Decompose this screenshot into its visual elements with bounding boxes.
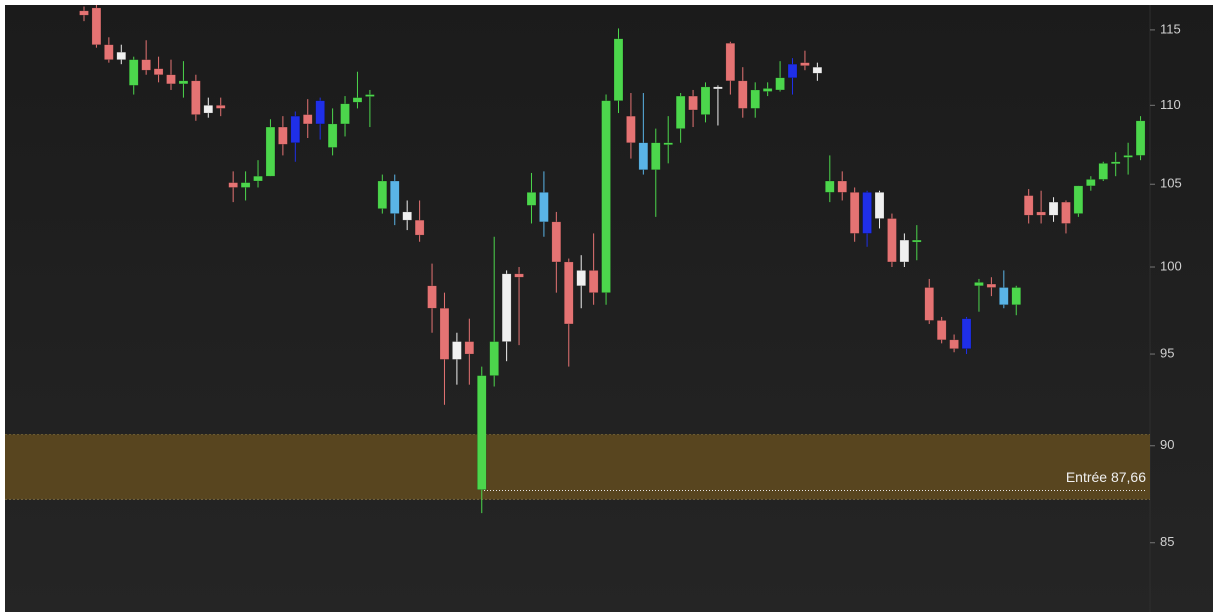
candle-body	[949, 339, 959, 349]
candle-body	[551, 221, 562, 263]
y-tick-label: 85	[1160, 534, 1174, 549]
candle-body	[1123, 155, 1133, 158]
candle-body	[999, 287, 1009, 306]
candle-body	[812, 66, 823, 74]
candle-body	[564, 261, 574, 325]
candle-body	[265, 126, 276, 177]
candle-body	[79, 10, 89, 16]
y-tick-label: 105	[1160, 176, 1182, 191]
candle-body	[849, 192, 860, 234]
candle-body	[128, 59, 139, 86]
candle-body	[750, 89, 760, 109]
entry-zone	[5, 434, 1150, 500]
candle-body	[315, 100, 325, 125]
candle-body	[924, 287, 934, 321]
candle-body	[1135, 120, 1146, 156]
candle-body	[1086, 179, 1096, 187]
candle-body	[153, 68, 164, 75]
candle-body	[104, 44, 114, 60]
candle-body	[166, 74, 176, 85]
candle-body	[725, 42, 736, 82]
candle-body	[240, 182, 251, 188]
candle-body	[228, 182, 238, 188]
candle-body	[825, 180, 835, 193]
candle-body	[862, 192, 872, 234]
candle-body	[489, 341, 499, 376]
candle-body	[651, 142, 661, 171]
candle-body	[290, 115, 301, 143]
candle-body	[215, 105, 226, 109]
candle-body	[526, 192, 537, 206]
candle-body	[1098, 163, 1109, 180]
candle-body	[974, 282, 984, 287]
candle-body	[278, 126, 288, 145]
candle-body	[775, 77, 785, 91]
candle-body	[427, 285, 437, 309]
candle-body	[961, 318, 972, 349]
candle-body	[302, 114, 313, 125]
candle-body	[675, 95, 686, 129]
candle-body	[601, 100, 611, 293]
candle-body	[340, 103, 350, 125]
candle-body	[588, 270, 599, 293]
candle-body	[191, 80, 201, 115]
candle-body	[178, 80, 189, 85]
y-tick-label: 100	[1160, 258, 1182, 273]
candle-body	[390, 180, 400, 214]
candle-body	[576, 270, 586, 287]
candle-body	[1073, 185, 1084, 214]
candle-body	[464, 341, 475, 355]
candle-body	[912, 239, 922, 243]
candle-body	[700, 86, 711, 115]
candle-body	[762, 88, 773, 92]
candle-body	[837, 180, 847, 193]
plot-background	[5, 5, 1213, 612]
y-tick-label: 110	[1160, 97, 1181, 112]
candle-body	[874, 192, 885, 219]
candle-body	[663, 142, 673, 145]
candle-body	[899, 239, 910, 263]
candle-body	[477, 375, 487, 490]
candle-body	[327, 123, 338, 148]
candle-body	[1036, 211, 1046, 216]
candle-body	[116, 51, 127, 60]
candle-body	[1061, 201, 1071, 224]
candle-body	[91, 7, 102, 45]
candle-body	[787, 63, 798, 79]
candle-body	[688, 95, 698, 111]
y-tick-label: 95	[1160, 345, 1174, 360]
candle-body	[253, 175, 263, 182]
candle-body	[936, 320, 947, 341]
candle-body	[986, 283, 997, 288]
y-tick-label: 90	[1160, 437, 1174, 452]
candle-body	[626, 115, 636, 143]
candle-body	[1048, 201, 1059, 216]
candle-body	[638, 142, 649, 171]
entry-label: Entrée 87,66	[1066, 469, 1146, 485]
candle-body	[1011, 287, 1021, 306]
candle-body	[800, 62, 810, 66]
candle-body	[365, 94, 375, 97]
candle-body	[738, 80, 748, 109]
candle-body	[539, 192, 549, 223]
candle-body	[439, 307, 450, 360]
candle-body	[402, 211, 412, 221]
candle-body	[1023, 195, 1034, 216]
candle-body	[414, 219, 425, 236]
candle-body	[452, 341, 462, 360]
candle-body	[613, 38, 624, 101]
candle-body	[203, 105, 214, 114]
candle-body	[713, 86, 723, 90]
candle-body	[501, 273, 512, 342]
candle-body	[514, 273, 524, 278]
candle-body	[887, 218, 897, 263]
candle-body	[141, 59, 151, 71]
candle-body	[1110, 161, 1121, 165]
y-tick-label: 115	[1160, 21, 1181, 36]
candle-body	[377, 180, 388, 209]
candle-body	[352, 97, 363, 103]
